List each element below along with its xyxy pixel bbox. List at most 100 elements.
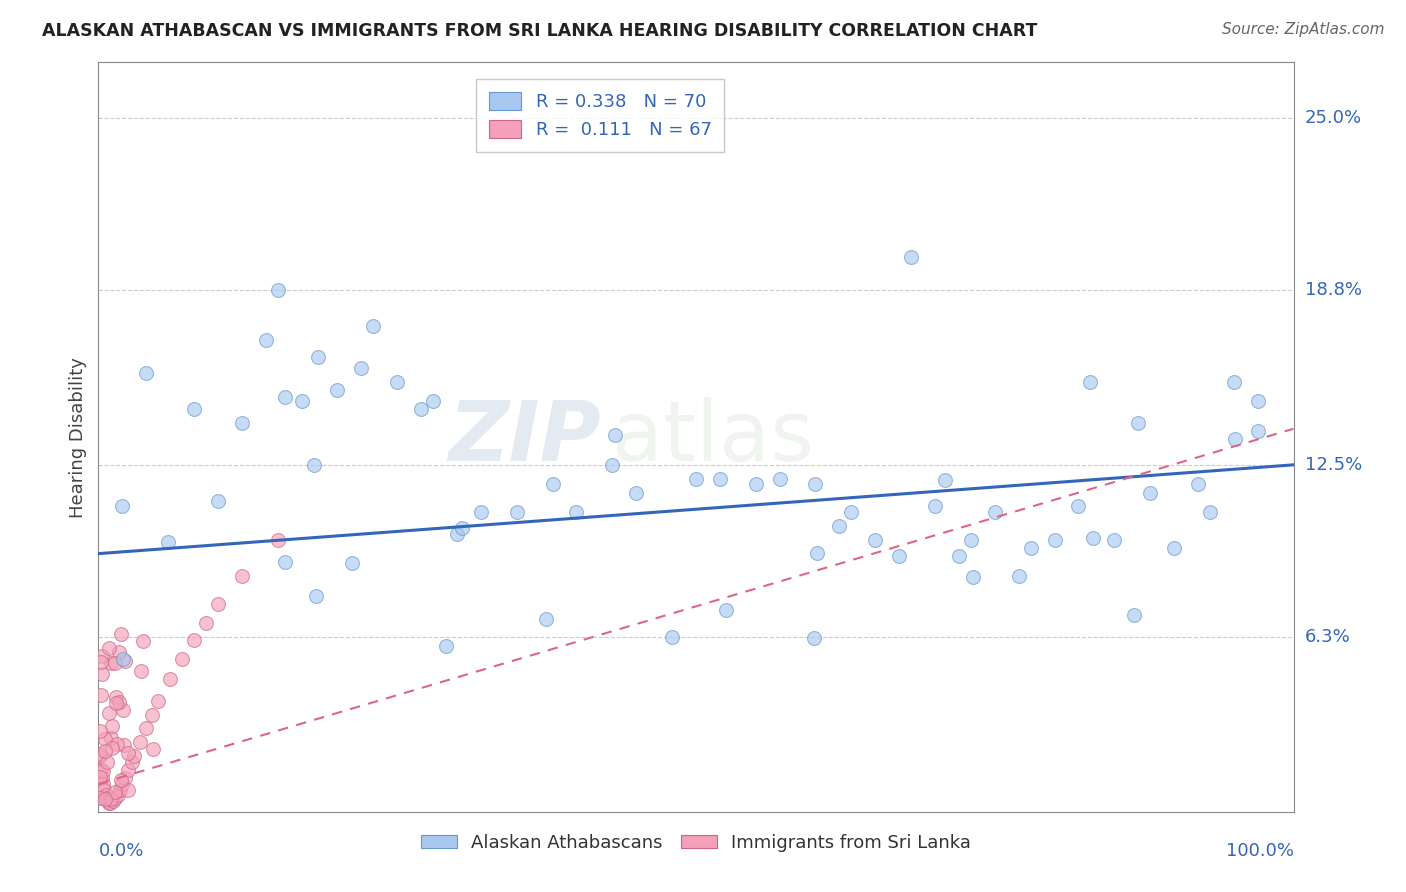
Point [254, 333, 277, 347]
Point [363, 319, 385, 334]
Point [129, 735, 152, 749]
Point [104, 785, 127, 799]
Text: ALASKAN ATHABASCAN VS IMMIGRANTS FROM SRI LANKA HEARING DISABILITY CORRELATION C: ALASKAN ATHABASCAN VS IMMIGRANTS FROM SR… [42, 22, 1038, 40]
Point [108, 782, 131, 797]
Point [98, 797, 121, 811]
Point [89, 749, 111, 764]
Point [96, 756, 118, 770]
Point [1199, 505, 1222, 519]
Point [828, 519, 851, 533]
Point [100, 792, 122, 806]
Point [1128, 416, 1150, 430]
Point [470, 505, 492, 519]
Point [124, 749, 146, 764]
Point [183, 402, 205, 417]
Text: 12.5%: 12.5% [1305, 456, 1362, 474]
Point [340, 556, 363, 570]
Point [101, 719, 124, 733]
Point [96, 790, 118, 805]
Point [602, 458, 624, 472]
Point [97, 641, 120, 656]
Point [142, 742, 165, 756]
Point [104, 656, 127, 670]
Point [1008, 569, 1031, 583]
Point [984, 505, 1007, 519]
Point [110, 772, 132, 787]
Point [626, 485, 648, 500]
Point [89, 791, 111, 805]
Point [865, 533, 887, 547]
Point [97, 706, 120, 720]
Point [806, 546, 828, 560]
Point [111, 500, 134, 514]
Point [195, 615, 218, 630]
Point [91, 764, 114, 779]
Point [105, 690, 128, 704]
Point [135, 366, 157, 380]
Point [948, 549, 970, 564]
Point [1139, 485, 1161, 500]
Point [934, 473, 956, 487]
Point [89, 747, 111, 762]
Point [768, 472, 790, 486]
Point [111, 777, 134, 791]
Point [107, 695, 129, 709]
Point [350, 360, 373, 375]
Point [91, 777, 114, 791]
Point [803, 631, 825, 645]
Point [90, 655, 112, 669]
Point [94, 744, 117, 758]
Point [1067, 500, 1090, 514]
Point [1187, 477, 1209, 491]
Point [274, 555, 297, 569]
Point [101, 794, 124, 808]
Point [541, 477, 564, 491]
Point [1247, 394, 1270, 409]
Point [98, 797, 122, 811]
Point [506, 505, 529, 519]
Point [291, 394, 314, 409]
Point [1223, 432, 1246, 446]
Point [267, 533, 290, 547]
Point [110, 626, 132, 640]
Point [900, 250, 922, 264]
Point [603, 428, 626, 442]
Point [207, 597, 229, 611]
Point [117, 763, 139, 777]
Text: atlas: atlas [613, 397, 814, 477]
Point [90, 763, 112, 777]
Point [534, 612, 557, 626]
Point [183, 632, 205, 647]
Point [159, 672, 181, 686]
Point [90, 667, 112, 681]
Point [307, 351, 329, 365]
Text: ZIP: ZIP [447, 397, 600, 477]
Point [105, 737, 128, 751]
Point [841, 505, 863, 519]
Point [411, 402, 433, 417]
Y-axis label: Hearing Disability: Hearing Disability [69, 357, 87, 517]
Point [436, 640, 458, 654]
Point [709, 472, 731, 486]
Point [107, 788, 129, 802]
Point [112, 738, 135, 752]
Point [93, 782, 115, 797]
Point [172, 652, 194, 666]
Point [111, 652, 134, 666]
Point [100, 741, 122, 756]
Text: 100.0%: 100.0% [1226, 842, 1294, 860]
Point [302, 458, 325, 472]
Point [1223, 375, 1246, 389]
Point [231, 416, 253, 430]
Point [97, 794, 120, 808]
Point [385, 375, 409, 389]
Point [1104, 533, 1126, 547]
Point [141, 707, 163, 722]
Point [93, 731, 115, 746]
Point [962, 570, 984, 584]
Point [661, 630, 683, 644]
Point [117, 746, 139, 760]
Point [889, 549, 911, 564]
Point [267, 283, 290, 297]
Point [91, 772, 114, 786]
